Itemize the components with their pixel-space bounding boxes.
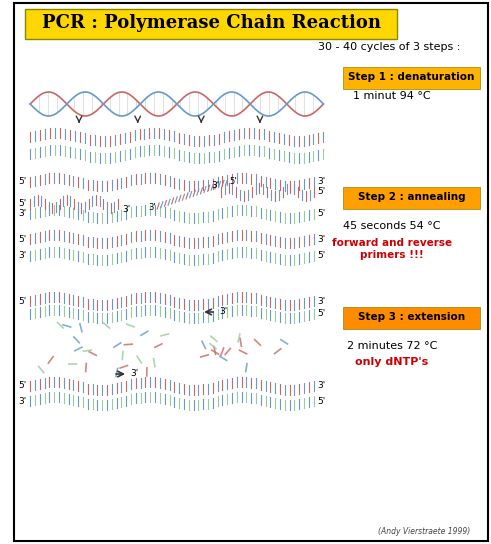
FancyBboxPatch shape: [26, 9, 397, 39]
Text: 3': 3': [317, 234, 326, 244]
Text: 3': 3': [317, 177, 326, 187]
Text: 5': 5': [230, 176, 237, 186]
Text: only dNTP's: only dNTP's: [355, 357, 429, 367]
Text: 1 minut 94 °C: 1 minut 94 °C: [353, 91, 431, 101]
Text: 3': 3': [219, 307, 227, 317]
Text: 3': 3': [18, 251, 27, 261]
Text: 2 minutes 72 °C: 2 minutes 72 °C: [347, 341, 437, 351]
Text: 5': 5': [317, 251, 326, 261]
Text: 5': 5': [18, 381, 27, 391]
Text: 5': 5': [317, 209, 326, 219]
Text: 45 seconds 54 °C: 45 seconds 54 °C: [343, 221, 440, 231]
Text: 5': 5': [18, 296, 27, 306]
Text: Step 2 : annealing: Step 2 : annealing: [357, 192, 465, 202]
FancyBboxPatch shape: [343, 307, 480, 329]
Text: 5': 5': [317, 397, 326, 405]
FancyBboxPatch shape: [343, 67, 480, 89]
Text: Step 3 : extension: Step 3 : extension: [358, 312, 465, 322]
Text: 3': 3': [122, 206, 130, 214]
Text: 3': 3': [18, 209, 27, 219]
Text: 5': 5': [18, 234, 27, 244]
Text: forward and reverse
primers !!!: forward and reverse primers !!!: [332, 238, 452, 260]
Text: PCR : Polymerase Chain Reaction: PCR : Polymerase Chain Reaction: [42, 14, 381, 32]
Text: 3': 3': [317, 296, 326, 306]
Text: 5': 5': [317, 310, 326, 318]
Text: 5': 5': [18, 200, 27, 208]
Text: 3': 3': [212, 182, 220, 190]
Text: Step 1 : denaturation: Step 1 : denaturation: [348, 72, 475, 82]
FancyBboxPatch shape: [14, 3, 488, 541]
Text: 5': 5': [18, 177, 27, 187]
FancyBboxPatch shape: [343, 187, 480, 209]
Text: 3': 3': [130, 369, 138, 379]
Text: 3': 3': [18, 397, 27, 405]
Text: 5': 5': [317, 188, 326, 196]
Text: 30 - 40 cycles of 3 steps :: 30 - 40 cycles of 3 steps :: [318, 42, 460, 52]
Text: 3': 3': [317, 381, 326, 391]
Text: (Andy Vierstraete 1999): (Andy Vierstraete 1999): [378, 528, 470, 536]
Text: 3': 3': [149, 203, 156, 213]
